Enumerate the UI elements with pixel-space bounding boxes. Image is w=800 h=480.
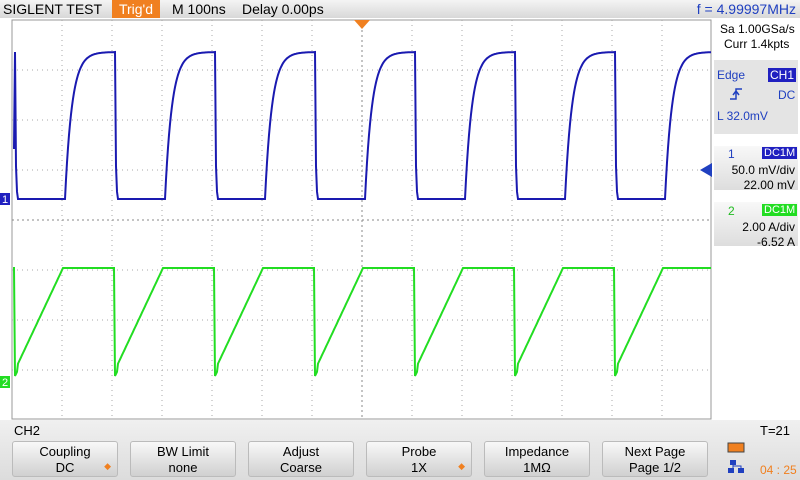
trigger-count: T=21 xyxy=(760,423,790,438)
clock: 04 : 25 xyxy=(760,463,797,477)
frequency: f = 4.99997MHz xyxy=(696,1,796,17)
trigger-source: CH1 xyxy=(768,68,797,82)
delay: Delay 0.00ps xyxy=(242,1,324,17)
menu-button-label: Impedance xyxy=(504,444,570,459)
menu-button-label: Next Page xyxy=(624,444,686,459)
memory-depth: Curr 1.4kpts xyxy=(724,37,790,51)
menu-button-value: DC xyxy=(55,460,75,475)
menu-button-label: Coupling xyxy=(39,444,91,459)
sample-rate: Sa 1.00GSa/s xyxy=(720,22,795,36)
trigger-status: Trig'd xyxy=(112,0,160,18)
ch1-level-marker xyxy=(700,163,712,177)
menu-button-label: Probe xyxy=(401,444,437,459)
menu-button-label: BW Limit xyxy=(157,444,209,459)
ch1-trace xyxy=(13,50,711,200)
top-bar xyxy=(0,0,800,18)
timebase: M 100ns xyxy=(172,1,226,17)
menu-button[interactable]: Impedance 1MΩ xyxy=(484,441,590,477)
menu-button[interactable]: Adjust Coarse xyxy=(248,441,354,477)
grid-border xyxy=(11,19,712,420)
brand: SIGLENT TEST xyxy=(3,1,103,17)
menu-button-value: 1X xyxy=(411,460,427,475)
menu-arrow: ◆ xyxy=(104,461,111,471)
ch2-marker xyxy=(0,376,10,388)
menu-button-value: none xyxy=(168,460,198,475)
menu-button-value: Page 1/2 xyxy=(628,460,682,475)
menu-title: CH2 xyxy=(14,423,41,438)
ch2-marker-label: 2 xyxy=(2,377,8,389)
ch2-coupling: DC1M xyxy=(762,204,798,216)
menu-button-label: Adjust xyxy=(282,444,320,459)
grid xyxy=(12,20,711,419)
trigger-type: Edge xyxy=(717,68,746,82)
ch2-scale: 2.00 A/div xyxy=(742,220,795,234)
status-icons xyxy=(727,442,745,473)
menu-arrow: ◆ xyxy=(458,461,465,471)
trigger-level: L 32.0mV xyxy=(717,109,768,123)
ch1-marker-label: 1 xyxy=(2,194,8,206)
ch1-coupling: DC1M xyxy=(762,147,798,159)
ch2-trace xyxy=(13,267,711,377)
menu-button[interactable]: Coupling DC ◆ xyxy=(12,441,118,477)
waveform-area: 1 2 xyxy=(0,19,712,420)
menu-button-value: Coarse xyxy=(280,460,322,475)
ch1-marker xyxy=(0,193,10,205)
menu-button-value: 1MΩ xyxy=(523,460,551,475)
ch1-offset: 22.00 mV xyxy=(743,178,795,192)
ch1-number: 1 xyxy=(728,147,735,161)
ch2-number: 2 xyxy=(728,204,735,218)
trigger-position-marker xyxy=(354,20,370,29)
trigger-coupling: DC xyxy=(778,88,796,102)
menu-button[interactable]: BW Limit none xyxy=(130,441,236,477)
ch2-offset: -6.52 A xyxy=(756,235,795,249)
ch1-scale: 50.0 mV/div xyxy=(731,163,795,177)
menu-button[interactable]: Next Page Page 1/2 xyxy=(602,441,708,477)
trigger-slope-icon xyxy=(730,88,742,100)
menu-button[interactable]: Probe 1X ◆ xyxy=(366,441,472,477)
